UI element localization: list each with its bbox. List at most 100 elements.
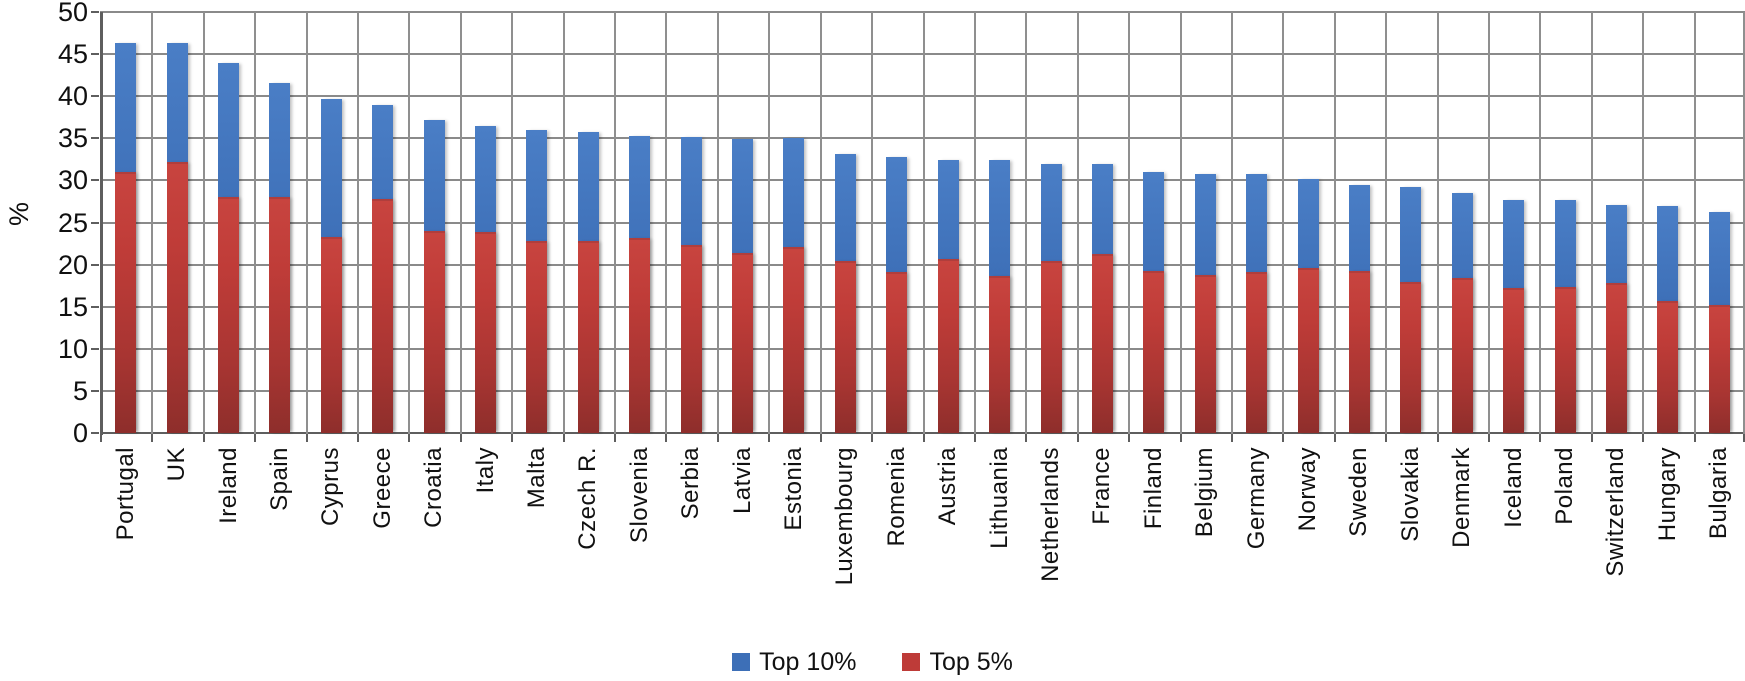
x-category-label-text: Luxembourg	[831, 447, 859, 586]
x-tick-mark	[1333, 434, 1336, 443]
legend-label-top5: Top 5%	[929, 647, 1013, 676]
x-category-label: Germany	[1231, 447, 1282, 549]
y-tick-label: 20	[57, 249, 88, 280]
bar-top5-norway	[1297, 268, 1319, 434]
bar-top5-belgium	[1194, 274, 1216, 434]
v-gridline	[1642, 11, 1645, 436]
y-tick-mark	[91, 52, 99, 55]
v-gridline	[459, 11, 462, 436]
x-category-label: Slovenia	[614, 447, 665, 543]
bar-top5-lithuania	[989, 276, 1011, 434]
x-category-label: Malta	[511, 447, 562, 508]
x-category-label: Italy	[460, 447, 511, 494]
v-gridline	[1590, 11, 1593, 436]
x-category-label: France	[1077, 447, 1128, 525]
bar-top5-malta	[526, 241, 548, 434]
x-category-label: Sweden	[1334, 447, 1385, 537]
y-axis-line	[100, 11, 103, 436]
x-category-label: Hungary	[1642, 447, 1693, 541]
x-category-label-text: Bulgaria	[1705, 447, 1733, 540]
bar-top5-sweden	[1348, 270, 1370, 434]
bar-top5-luxembourg	[834, 261, 856, 434]
v-gridline	[871, 11, 874, 436]
bar-top5-iceland	[1503, 288, 1525, 434]
x-tick-mark	[408, 434, 411, 443]
bar-top5-slovenia	[629, 237, 651, 434]
x-category-label-text: Denmark	[1448, 447, 1476, 549]
x-tick-mark	[1076, 434, 1079, 443]
bar-top5-france	[1091, 253, 1113, 434]
x-category-label-text: Netherlands	[1037, 447, 1065, 583]
x-category-label: Iceland	[1488, 447, 1539, 528]
x-category-label-text: Portugal	[111, 447, 139, 541]
bar-top5-netherlands	[1040, 261, 1062, 434]
bar-top5-serbia	[680, 245, 702, 434]
y-tick-mark	[91, 137, 99, 140]
x-category-label-text: Spain	[265, 447, 293, 512]
y-tick-label: 5	[72, 376, 88, 407]
x-category-label: Greece	[357, 447, 408, 529]
v-gridline	[973, 11, 976, 436]
x-category-label: Switzerland	[1591, 447, 1642, 577]
x-category-label: Netherlands	[1025, 447, 1076, 582]
bar-top5-denmark	[1451, 278, 1473, 434]
x-tick-mark	[819, 434, 822, 443]
x-tick-mark	[1743, 434, 1745, 443]
x-category-label-text: Czech R.	[574, 447, 602, 550]
x-tick-mark	[511, 434, 514, 443]
x-tick-mark	[1179, 434, 1182, 443]
x-tick-mark	[254, 434, 257, 443]
x-category-label-text: Iceland	[1499, 447, 1527, 529]
y-tick-mark	[91, 95, 99, 98]
x-category-label-text: Romenia	[882, 447, 910, 547]
x-category-label-text: Ireland	[214, 447, 242, 525]
bar-top5-hungary	[1657, 300, 1679, 434]
x-category-label-text: Norway	[1294, 447, 1322, 532]
bar-top5-romenia	[886, 272, 908, 434]
x-category-label-text: Hungary	[1653, 447, 1681, 542]
x-category-label: Romenia	[871, 447, 922, 547]
v-gridline	[254, 11, 257, 436]
x-category-label-text: Latvia	[728, 447, 756, 515]
bar-top5-poland	[1554, 287, 1576, 434]
x-category-label-text: Poland	[1551, 447, 1579, 526]
x-category-label: Cyprus	[306, 447, 357, 526]
y-tick-label: 10	[57, 333, 88, 364]
y-tick-label: 30	[57, 165, 88, 196]
x-tick-mark	[357, 434, 360, 443]
x-category-label: Slovakia	[1385, 447, 1436, 542]
y-tick-mark	[91, 432, 99, 435]
y-tick-mark	[91, 221, 99, 224]
bar-top5-greece	[372, 198, 394, 434]
bar-top5-switzerland	[1605, 283, 1627, 434]
x-category-label-text: Serbia	[677, 447, 705, 520]
x-category-label-text: Croatia	[420, 447, 448, 529]
bar-top5-germany	[1246, 272, 1268, 434]
x-category-label: Latvia	[717, 447, 768, 514]
v-gridline	[1436, 11, 1439, 436]
legend-item-top5: Top 5%	[902, 647, 1013, 677]
x-category-label-text: Belgium	[1191, 447, 1219, 538]
v-gridline	[819, 11, 822, 436]
v-gridline	[716, 11, 719, 436]
v-gridline	[1333, 11, 1336, 436]
bar-top5-austria	[937, 258, 959, 434]
v-gridline	[768, 11, 771, 436]
x-tick-mark	[871, 434, 874, 443]
y-tick-label: 40	[57, 81, 88, 112]
y-tick-label: 0	[72, 418, 88, 449]
v-gridline	[1282, 11, 1285, 436]
x-category-label: Lithuania	[974, 447, 1025, 549]
x-tick-mark	[1693, 434, 1696, 443]
x-category-label: Estonia	[768, 447, 819, 531]
v-gridline	[922, 11, 925, 436]
x-category-label: Bulgaria	[1694, 447, 1745, 539]
y-tick-label: 15	[57, 291, 88, 322]
x-tick-mark	[614, 434, 617, 443]
x-tick-mark	[1436, 434, 1439, 443]
x-category-label: Portugal	[100, 447, 151, 540]
x-category-label: Luxembourg	[820, 447, 871, 585]
x-tick-mark	[1025, 434, 1028, 443]
v-gridline	[151, 11, 154, 436]
